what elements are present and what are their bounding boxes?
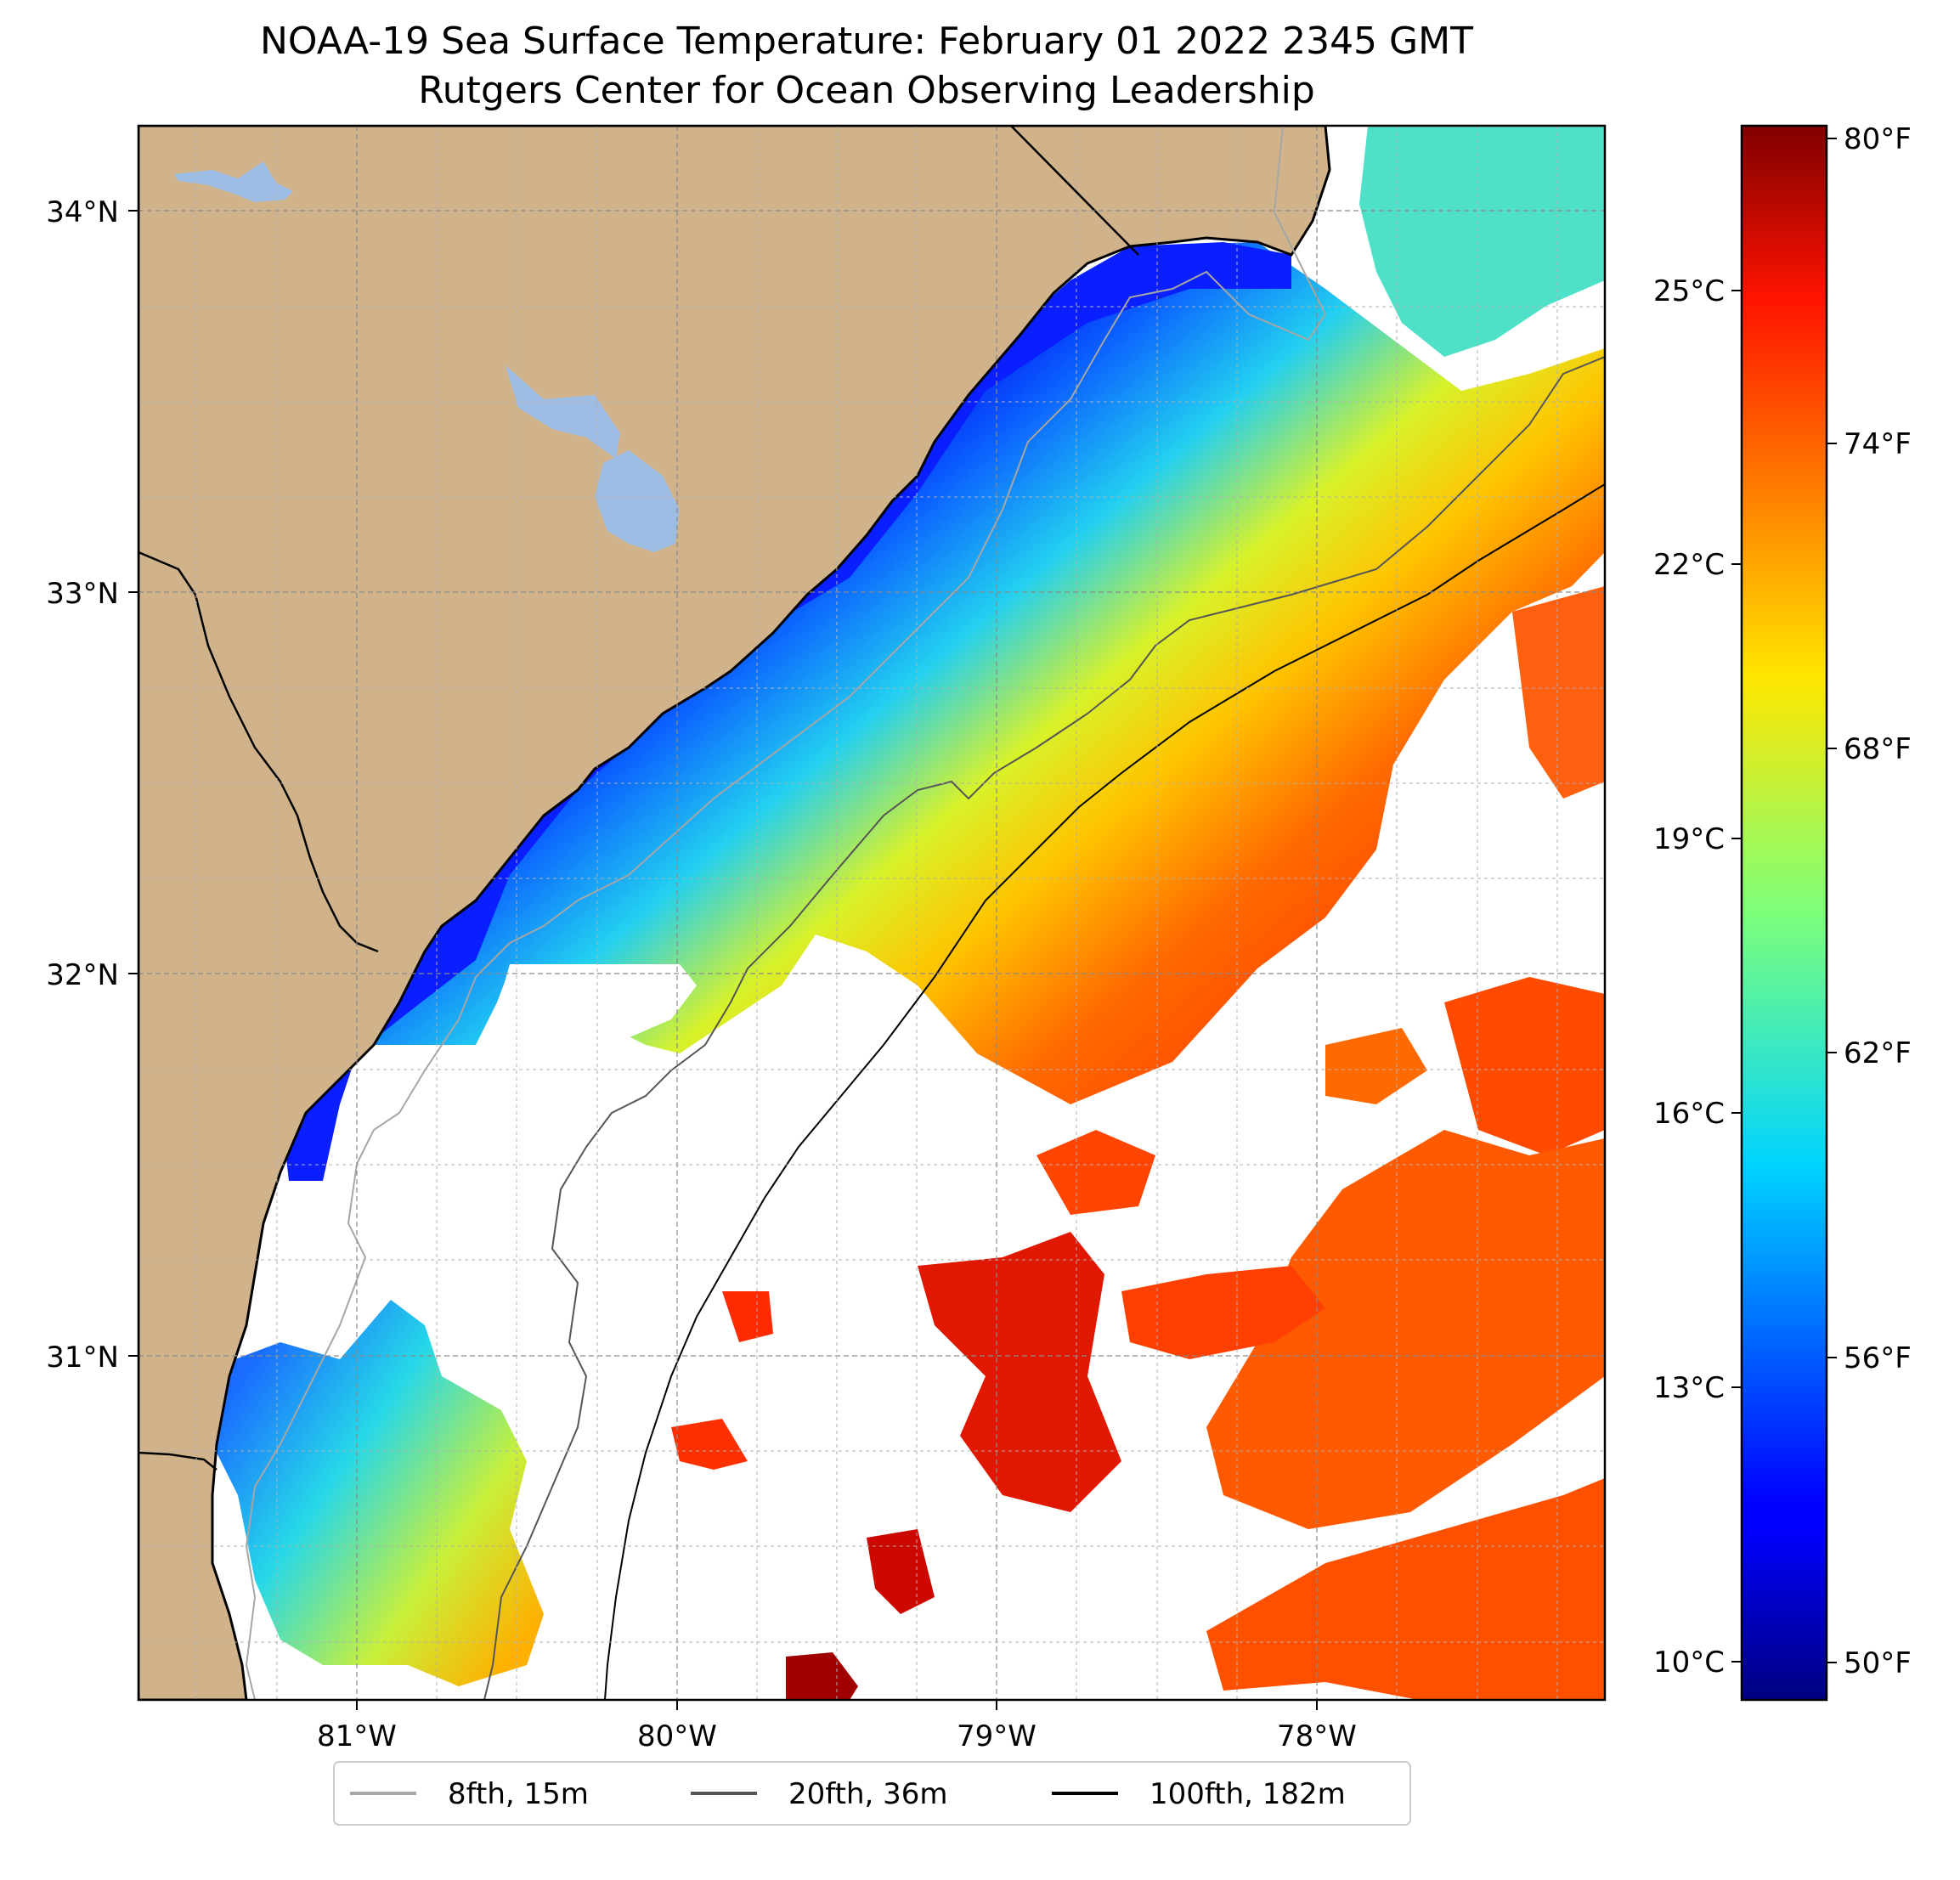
sst-field-main <box>357 242 1605 1104</box>
missing-data-hole <box>501 964 697 1045</box>
isobath-8fth <box>245 126 1327 1700</box>
river-north <box>174 161 293 202</box>
land-area <box>138 126 1331 1700</box>
colorbar-c-13: 13°C <box>1653 1371 1725 1405</box>
colorbar-f-74: 74°F <box>1844 427 1912 461</box>
title-line2: Rutgers Center for Ocean Observing Leade… <box>418 69 1315 112</box>
colorbar-f-62: 62°F <box>1844 1036 1912 1070</box>
legend: 8fth, 15m 20fth, 36m 100fth, 182m <box>333 1761 1411 1826</box>
colorbar-c-19: 19°C <box>1653 822 1725 856</box>
sst-field-northeast <box>1359 126 1605 357</box>
colorbar-c-10: 10°C <box>1653 1646 1725 1680</box>
lat-label-32: 32°N <box>46 958 119 992</box>
colorbar-c-22: 22°C <box>1653 548 1725 582</box>
state-border-nc-sc <box>1010 126 1139 256</box>
map-frame <box>137 124 1607 1702</box>
colorbar-ticks <box>1731 138 1837 1663</box>
lat-label-34: 34°N <box>46 195 119 229</box>
state-border-sc-ga <box>138 550 379 953</box>
state-border-ga-fl <box>138 1451 217 1471</box>
map-panel <box>138 126 1605 1700</box>
lat-label-31: 31°N <box>46 1341 119 1375</box>
gridlines-minor <box>138 126 1605 1700</box>
title-line1: NOAA-19 Sea Surface Temperature: Februar… <box>260 20 1473 63</box>
legend-label-100fth: 100fth, 182m <box>1149 1777 1346 1811</box>
colorbar-f-50: 50°F <box>1844 1646 1912 1680</box>
isobath-20fth <box>483 356 1605 1700</box>
sst-field-southwest <box>212 1300 544 1686</box>
colorbar-c-16: 16°C <box>1653 1097 1725 1131</box>
lon-label-78: 78°W <box>1277 1719 1357 1753</box>
sst-offshore-patches <box>671 586 1605 1700</box>
colorbar-f-80: 80°F <box>1844 122 1912 156</box>
legend-label-8fth: 8fth, 15m <box>448 1777 589 1811</box>
lake-moultrie <box>595 450 680 552</box>
colorbar-c-25: 25°C <box>1653 274 1725 308</box>
legend-label-20fth: 20fth, 36m <box>788 1777 948 1811</box>
gridlines <box>138 126 1605 1700</box>
lon-label-81: 81°W <box>317 1719 397 1753</box>
colorbar-f-68: 68°F <box>1844 732 1912 766</box>
map-ticks <box>128 210 1318 1710</box>
legend-box <box>333 1761 1411 1826</box>
colorbar <box>1740 124 1828 1702</box>
isobath-100fth <box>604 483 1605 1700</box>
colorbar-f-56: 56°F <box>1844 1341 1912 1375</box>
lat-label-33: 33°N <box>46 577 119 611</box>
lon-label-79: 79°W <box>957 1719 1036 1753</box>
lon-label-80: 80°W <box>637 1719 717 1753</box>
lake-marion <box>506 365 620 459</box>
